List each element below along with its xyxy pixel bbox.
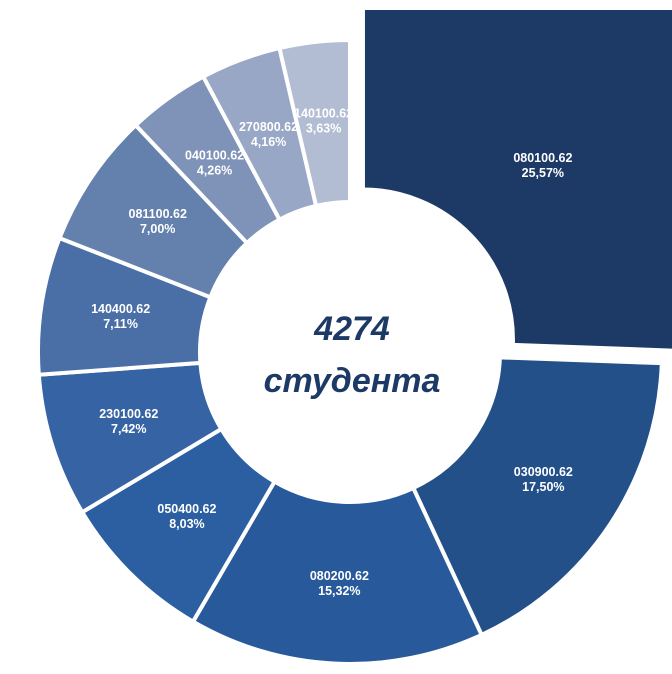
segment-value-label: 4,26%	[197, 164, 232, 178]
segment-category: 080200.62	[310, 569, 369, 583]
segment	[190, 478, 485, 666]
segment	[410, 355, 664, 638]
segment-value-label: 8,03%	[169, 517, 204, 531]
segment-category: 140100.62	[294, 107, 353, 121]
segment-category: 270800.62	[239, 120, 298, 134]
segment-category: 140400.62	[91, 302, 150, 316]
donut	[36, 10, 672, 666]
segment-value-label: 7,42%	[111, 422, 146, 436]
segment-category: 230100.62	[99, 407, 158, 421]
segment-value-label: 15,32%	[318, 584, 360, 598]
segment-category: 050400.62	[157, 502, 216, 516]
segment-category: 040100.62	[185, 149, 244, 163]
segment	[277, 37, 352, 209]
segment-value-label: 7,11%	[103, 317, 138, 331]
segment	[360, 10, 672, 353]
segment-value-label: 7,00%	[140, 222, 175, 236]
segment-value-label: 17,50%	[522, 480, 564, 494]
segment-value-label: 4,16%	[251, 135, 286, 149]
segment-value-label: 25,57%	[522, 166, 564, 180]
center-label: студента	[264, 362, 441, 400]
segment-category: 030900.62	[514, 465, 573, 479]
segment-category: 081100.62	[129, 207, 187, 221]
center-value: 4274	[313, 310, 390, 348]
segment-category: 080100.62	[513, 151, 572, 165]
segment-value-label: 3,63%	[306, 122, 341, 136]
